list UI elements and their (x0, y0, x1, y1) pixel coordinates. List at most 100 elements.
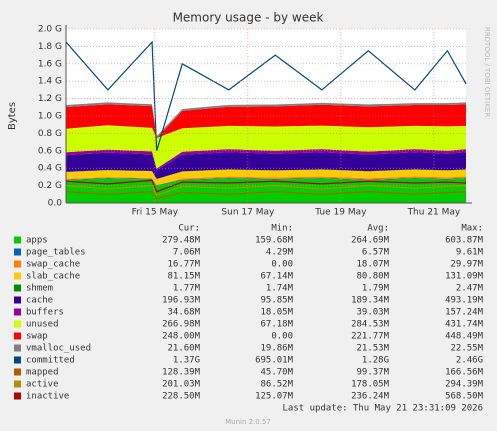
legend-swatch (14, 260, 21, 268)
area (66, 169, 466, 186)
area (66, 152, 466, 179)
legend-value: 1.37G (173, 356, 200, 366)
legend-value: 21.53M (356, 344, 389, 354)
y-tick-label: 1.8 G (38, 42, 62, 52)
legend-value: 1.74M (266, 284, 294, 294)
legend-swatch (14, 272, 21, 280)
legend-header: Min: (271, 224, 293, 234)
legend-value: 0.00 (271, 260, 293, 270)
legend-label: cache (26, 296, 53, 306)
legend-value: 81.15M (167, 272, 200, 282)
x-tick-label: Thu 21 May (407, 208, 461, 218)
legend-label: swap_cache (26, 260, 80, 270)
legend-value: 493.19M (445, 296, 484, 306)
legend-label: vmalloc_used (26, 344, 91, 354)
x-tick-label: Sun 17 May (221, 208, 275, 218)
legend-value: 284.53M (351, 320, 390, 330)
legend-value: 128.39M (162, 368, 201, 378)
area (66, 125, 466, 169)
legend-value: 2.47M (456, 284, 484, 294)
legend-value: 16.77M (167, 260, 200, 270)
legend-value: 157.24M (445, 308, 484, 318)
legend-label: shmem (26, 284, 53, 294)
legend-value: 4.29M (266, 248, 294, 258)
legend-value: 6.57M (362, 248, 390, 258)
line (65, 179, 467, 193)
legend-value: 86.52M (260, 380, 293, 390)
legend-value: 189.34M (351, 296, 390, 306)
legend-value: 279.48M (162, 236, 201, 246)
legend-value: 29.97M (450, 260, 483, 270)
legend-value: 201.03M (162, 380, 201, 390)
y-tick-label: 0.0 (48, 199, 63, 209)
chart-title: Memory usage - by week (173, 11, 324, 25)
y-axis-label: Bytes (7, 102, 18, 130)
version: Munin 2.0.57 (225, 418, 271, 426)
legend-swatch (14, 392, 21, 400)
legend-header: Cur: (178, 224, 200, 234)
legend-label: committed (26, 356, 75, 366)
legend-header: Max: (461, 224, 483, 234)
legend-swatch (14, 320, 21, 328)
legend-value: 228.50M (162, 392, 201, 402)
area (66, 149, 466, 171)
y-tick-label: 0.2 G (38, 181, 62, 191)
legend-value: 131.09M (445, 272, 484, 282)
legend-swatch (14, 236, 21, 244)
legend-value: 22.55M (450, 344, 483, 354)
legend-value: 695.01M (255, 356, 294, 366)
y-tick-label: 1.6 G (38, 59, 62, 69)
y-tick-label: 1.0 G (38, 112, 62, 122)
side-note: RRDTOOL / TOBI OETIKER (483, 27, 491, 117)
legend-value: 34.68M (167, 308, 200, 318)
legend-value: 448.49M (445, 332, 484, 342)
legend-value: 294.39M (445, 380, 484, 390)
legend-label: apps (26, 236, 48, 246)
x-tick-label: Fri 15 May (132, 208, 179, 218)
y-tick-label: 0.4 G (38, 164, 62, 174)
legend-value: 166.56M (445, 368, 484, 378)
legend-swatch (14, 332, 21, 340)
y-tick-label: 1.2 G (38, 94, 62, 104)
x-tick-label: Tue 19 May (314, 208, 367, 218)
legend-value: 221.77M (351, 332, 390, 342)
legend-value: 0.00 (271, 332, 293, 342)
legend-value: 67.14M (260, 272, 293, 282)
area (66, 104, 466, 139)
legend-swatch (14, 344, 21, 352)
legend-value: 603.87M (445, 236, 484, 246)
last-update: Last update: Thu May 21 23:31:09 2026 (283, 404, 483, 414)
legend-value: 266.98M (162, 320, 201, 330)
legend-value: 45.70M (260, 368, 293, 378)
legend-swatch (14, 296, 21, 304)
legend-value: 39.03M (356, 308, 389, 318)
legend-swatch (14, 356, 21, 364)
legend-value: 159.68M (255, 236, 294, 246)
legend-value: 95.85M (260, 296, 293, 306)
legend-value: 18.07M (356, 260, 389, 270)
area (66, 178, 466, 186)
legend-swatch (14, 380, 21, 388)
legend-label: mapped (26, 368, 59, 378)
legend-value: 1.79M (362, 284, 390, 294)
legend-label: active (26, 380, 59, 390)
legend-value: 125.07M (255, 392, 294, 402)
legend-swatch (14, 248, 21, 256)
line (65, 40, 467, 151)
legend-value: 18.05M (260, 308, 293, 318)
legend-value: 178.05M (351, 380, 390, 390)
legend-value: 1.77M (173, 284, 201, 294)
legend-label: buffers (26, 308, 64, 318)
legend-value: 21.60M (167, 344, 200, 354)
legend-value: 99.37M (356, 368, 389, 378)
legend-value: 19.86M (260, 344, 293, 354)
legend-label: swap (26, 332, 48, 342)
legend-swatch (14, 284, 21, 292)
legend-value: 80.80M (356, 272, 389, 282)
y-tick-label: 2.0 G (38, 25, 62, 35)
legend-value: 7.06M (173, 248, 201, 258)
legend-label: slab_cache (26, 272, 80, 282)
legend-label: inactive (26, 392, 69, 402)
legend-value: 236.24M (351, 392, 390, 402)
